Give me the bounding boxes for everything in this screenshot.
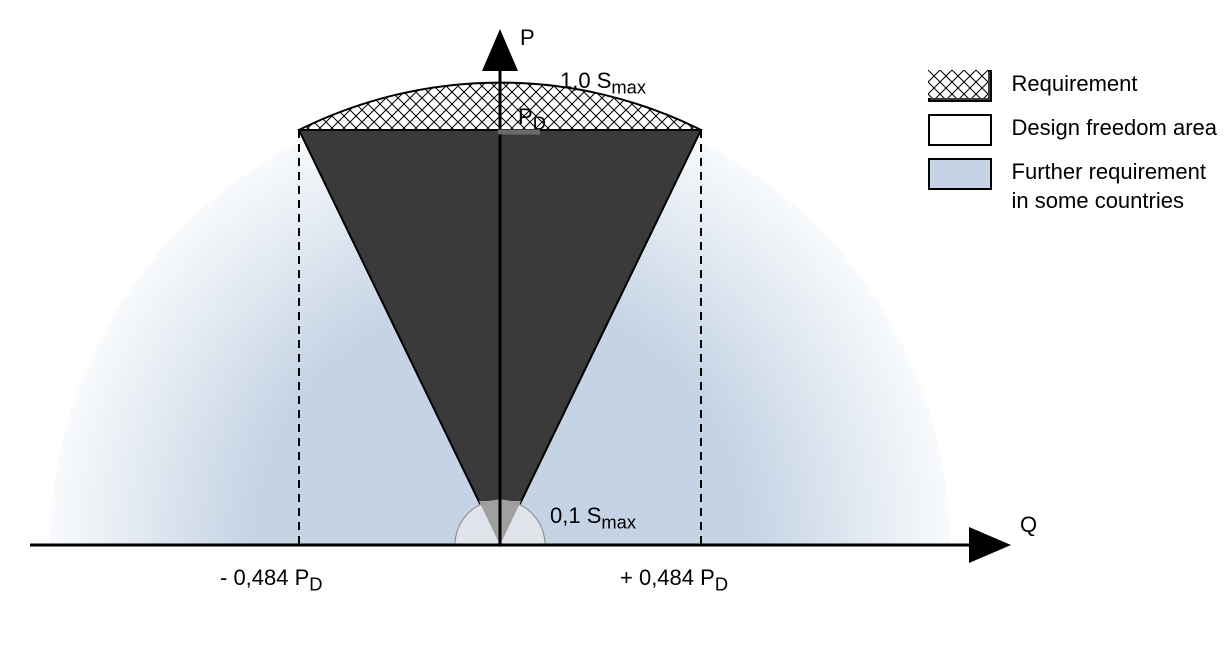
legend: Requirement Design freedom area Further … [928,70,1217,227]
neg-pd-sub: D [309,573,322,594]
pd-label: PD [518,104,546,134]
smax-bottom-sub: max [601,511,636,532]
legend-swatch-design-freedom [928,114,992,146]
pos-pd-sub: D [715,573,728,594]
neg-pd-text: - 0,484 P [220,565,309,590]
legend-swatch-further-req [928,158,992,190]
legend-item-design-freedom: Design freedom area [928,114,1217,146]
legend-label-requirement: Requirement [1012,70,1138,99]
smax-top-label: 1,0 Smax [560,68,646,98]
legend-item-further-req: Further requirement in some countries [928,158,1217,215]
legend-label-design-freedom: Design freedom area [1012,114,1217,143]
smax-top-text: 1,0 S [560,68,611,93]
pd-sub: D [533,112,546,133]
p-axis-label: P [520,25,535,51]
q-axis-label: Q [1020,512,1037,538]
pd-text: P [518,104,533,129]
smax-bottom-text: 0,1 S [550,503,601,528]
legend-label-further-req: Further requirement in some countries [1012,158,1206,215]
neg-pd-label: - 0,484 PD [220,565,323,595]
pos-pd-text: + 0,484 P [620,565,715,590]
diagram-container: P Q 1,0 Smax PD 0,1 Smax - 0,484 PD + 0,… [20,20,1227,626]
pos-pd-label: + 0,484 PD [620,565,728,595]
smax-bottom-label: 0,1 Smax [550,503,636,533]
smax-top-sub: max [611,76,646,97]
